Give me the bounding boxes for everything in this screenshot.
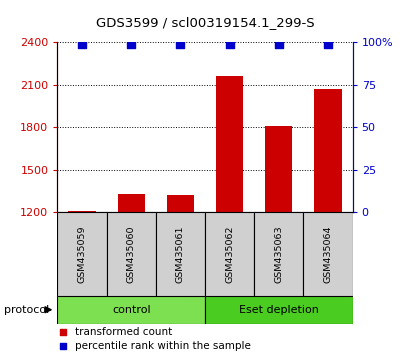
Bar [57,296,204,324]
Text: GSM435062: GSM435062 [225,225,234,283]
Point [275,41,281,47]
Bar [68,211,95,212]
Bar [57,212,106,296]
Bar [216,76,243,212]
Text: transformed count: transformed count [75,327,172,337]
Bar [314,89,341,212]
Point [128,41,134,47]
Point [324,41,330,47]
Point [226,41,232,47]
Text: GSM435061: GSM435061 [175,225,184,283]
Text: control: control [112,305,150,315]
Text: GSM435060: GSM435060 [126,225,135,283]
Bar [265,126,292,212]
Text: Eset depletion: Eset depletion [238,305,318,315]
Text: protocol: protocol [4,305,49,315]
Text: GDS3599 / scl00319154.1_299-S: GDS3599 / scl00319154.1_299-S [95,16,314,29]
Point [60,343,66,348]
Text: percentile rank within the sample: percentile rank within the sample [75,341,250,350]
Text: GSM435064: GSM435064 [323,225,332,283]
Bar [166,195,193,212]
Point [177,41,183,47]
Bar [117,194,144,212]
Bar [106,212,155,296]
Point [79,41,85,47]
Point [60,330,66,335]
Bar [204,212,254,296]
Bar [303,212,352,296]
Text: GSM435059: GSM435059 [77,225,86,283]
Bar [204,296,352,324]
Text: GSM435063: GSM435063 [274,225,283,283]
Bar [155,212,204,296]
Bar [254,212,303,296]
